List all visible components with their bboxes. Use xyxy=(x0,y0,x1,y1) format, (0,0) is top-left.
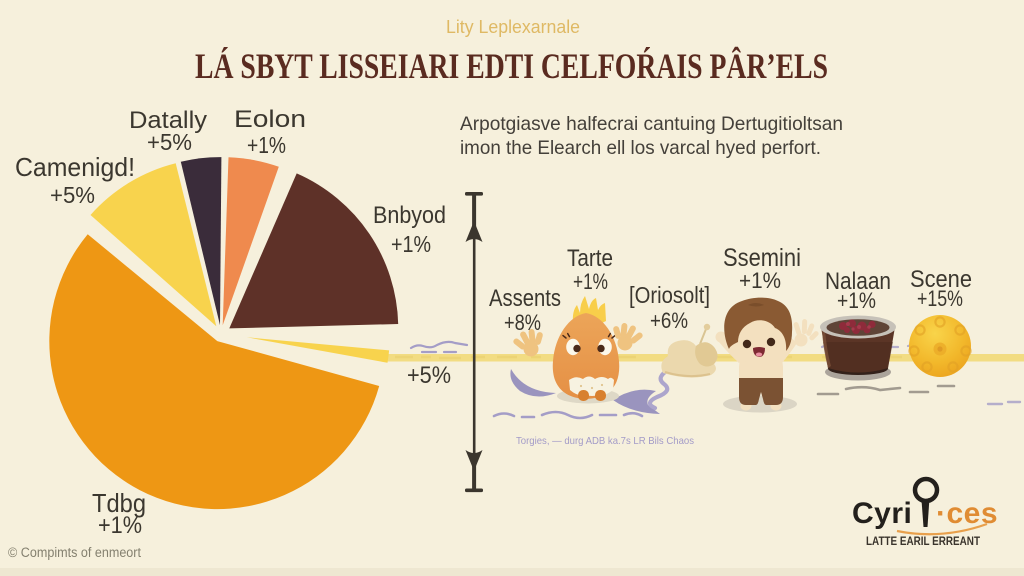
svg-text:+1%: +1% xyxy=(98,512,142,539)
svg-text:Bnbyod: Bnbyod xyxy=(373,202,446,229)
svg-text:+1%: +1% xyxy=(739,268,781,293)
svg-text:LÁ SBYT LISSEIARI EDTI CELFOŔA: LÁ SBYT LISSEIARI EDTI CELFOŔAIS PÂR’ELS xyxy=(195,46,828,86)
svg-text:LATTE EARIL ERREANT: LATTE EARIL ERREANT xyxy=(866,536,980,548)
svg-text:+5%: +5% xyxy=(147,129,192,155)
svg-text:+5%: +5% xyxy=(407,362,451,389)
svg-text:+15%: +15% xyxy=(917,286,963,311)
svg-text:[Oriosolt]: [Oriosolt] xyxy=(629,282,710,308)
svg-text:+8%: +8% xyxy=(504,310,541,335)
svg-text:Camenigd!: Camenigd! xyxy=(15,152,135,182)
svg-text:+1%: +1% xyxy=(247,132,286,158)
svg-text:Lity Leplexarnale: Lity Leplexarnale xyxy=(446,17,580,37)
svg-text:Cyri: Cyri xyxy=(852,497,912,530)
svg-text:Eolon: Eolon xyxy=(234,106,306,133)
svg-text:Scene: Scene xyxy=(910,266,972,293)
svg-text:Tdbg: Tdbg xyxy=(92,488,146,518)
svg-text:+6%: +6% xyxy=(650,308,688,333)
svg-text:+5%: +5% xyxy=(50,182,95,208)
svg-text:Arpotgiasve halfecrai cantuing: Arpotgiasve halfecrai cantuing Dertugiti… xyxy=(460,113,843,135)
svg-text:·ces: ·ces xyxy=(936,497,998,530)
svg-text:Torgies, — durg ADB ka.7s LR B: Torgies, — durg ADB ka.7s LR Bils Chaos xyxy=(516,435,694,447)
svg-text:Nalaan: Nalaan xyxy=(825,268,891,295)
svg-text:+1%: +1% xyxy=(837,288,876,313)
svg-text:Tarte: Tarte xyxy=(567,245,613,272)
svg-text:Ssemini: Ssemini xyxy=(723,244,801,272)
svg-text:+1%: +1% xyxy=(391,231,431,257)
svg-text:Datally: Datally xyxy=(129,107,207,134)
svg-text:© Compimts of enmeort: © Compimts of enmeort xyxy=(8,545,141,560)
svg-text:imon the Elearch ell los varca: imon the Elearch ell los varcal hyed per… xyxy=(460,137,821,159)
svg-text:+1%: +1% xyxy=(573,269,608,294)
svg-text:Assents: Assents xyxy=(489,285,561,312)
